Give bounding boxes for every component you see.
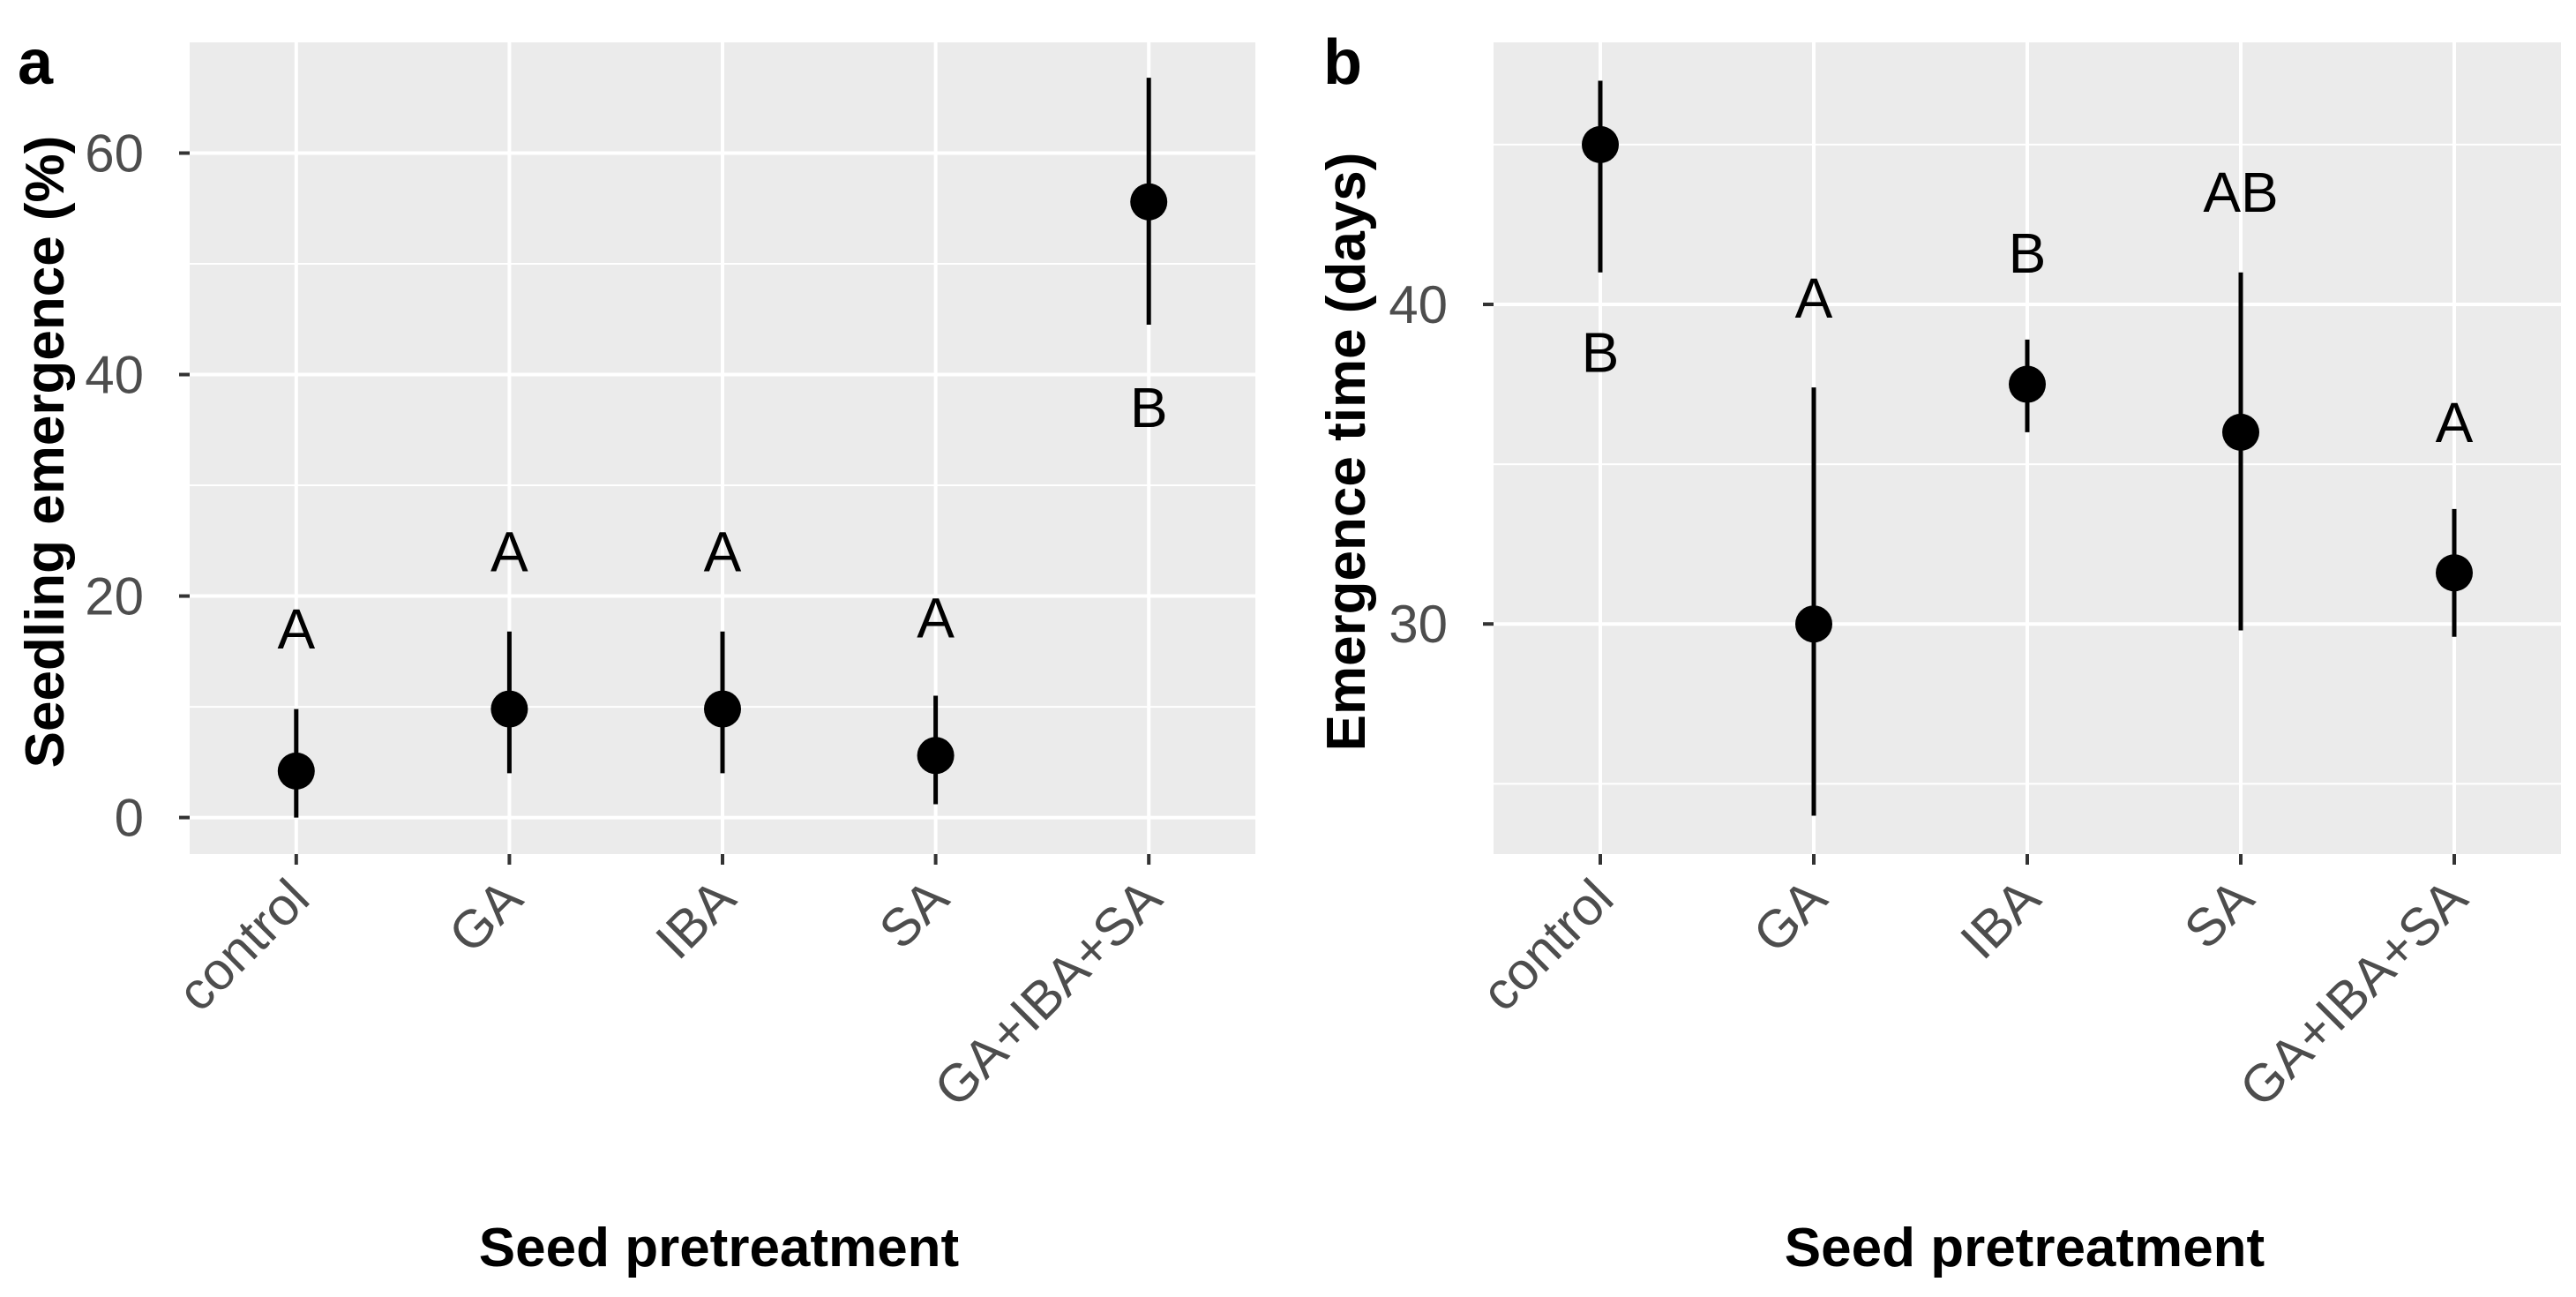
x-tick-label: GA (1742, 868, 1838, 964)
panel-b-x-axis-title: Seed pretreatment (1785, 1218, 2265, 1278)
x-tick-label: SA (2173, 868, 2265, 960)
data-point (277, 752, 315, 790)
x-tick-label: IBA (644, 868, 746, 971)
significance-letter: B (1582, 320, 1620, 384)
y-tick-label: 60 (85, 124, 144, 184)
data-point (1582, 125, 1619, 163)
panel-a-tag: a (18, 27, 54, 98)
data-point (2436, 554, 2473, 592)
data-point (1130, 183, 1168, 221)
significance-letter: A (917, 587, 955, 650)
significance-letter: A (277, 597, 315, 661)
x-tick-label: GA+IBA+SA (2228, 868, 2478, 1118)
significance-letter: A (1795, 266, 1833, 330)
x-tick-label: IBA (1949, 868, 2051, 971)
y-tick-label: 0 (115, 789, 144, 848)
significance-letter: AB (2203, 161, 2278, 224)
y-tick-label: 30 (1389, 595, 1448, 654)
data-point (917, 737, 955, 775)
data-point (704, 690, 741, 728)
significance-letter: B (2009, 221, 2047, 285)
significance-letter: A (2436, 391, 2474, 454)
x-tick-label: control (1470, 868, 1624, 1023)
data-point (2222, 413, 2259, 451)
significance-letter: B (1130, 376, 1168, 439)
panel-a-x-axis-title: Seed pretreatment (479, 1218, 959, 1278)
panel-b-y-axis-title: Emergence time (days) (1316, 153, 1377, 752)
panel-b-tag: b (1323, 27, 1362, 98)
data-point (1795, 605, 1832, 643)
x-tick-label: control (166, 868, 320, 1023)
significance-letter: A (490, 520, 528, 583)
data-point (490, 690, 528, 728)
significance-letter: A (704, 520, 742, 583)
panel-a-y-axis-title: Seedling emergence (%) (15, 136, 76, 768)
y-tick-label: 40 (1389, 275, 1448, 334)
x-tick-label: SA (868, 868, 960, 960)
x-tick-label: GA+IBA+SA (923, 868, 1172, 1118)
data-point (2009, 365, 2046, 403)
y-tick-label: 40 (85, 346, 144, 405)
x-tick-label: GA (438, 868, 534, 964)
panel-a-marks: A A A A B (277, 78, 1168, 818)
y-tick-label: 20 (85, 567, 144, 626)
